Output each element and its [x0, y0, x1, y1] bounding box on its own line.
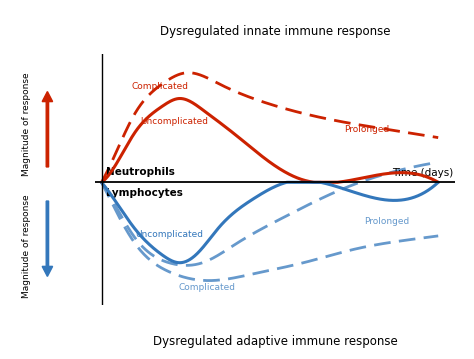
Text: Lymphocytes: Lymphocytes — [106, 188, 182, 198]
Text: Uncomplicated: Uncomplicated — [135, 230, 203, 239]
Text: Neutrophils: Neutrophils — [106, 167, 174, 177]
Text: Complicated: Complicated — [132, 82, 189, 91]
Text: Time (days): Time (days) — [392, 168, 453, 178]
Text: Prolonged: Prolonged — [364, 217, 410, 226]
Text: Uncomplicated: Uncomplicated — [140, 117, 208, 126]
Text: Dysregulated innate immune response: Dysregulated innate immune response — [160, 25, 390, 38]
Text: Prolonged: Prolonged — [344, 125, 389, 134]
Text: Complicated: Complicated — [179, 283, 236, 292]
Text: Magnitude of response: Magnitude of response — [22, 194, 30, 298]
Text: Magnitude of response: Magnitude of response — [22, 72, 30, 176]
Text: Dysregulated adaptive immune response: Dysregulated adaptive immune response — [153, 335, 397, 348]
